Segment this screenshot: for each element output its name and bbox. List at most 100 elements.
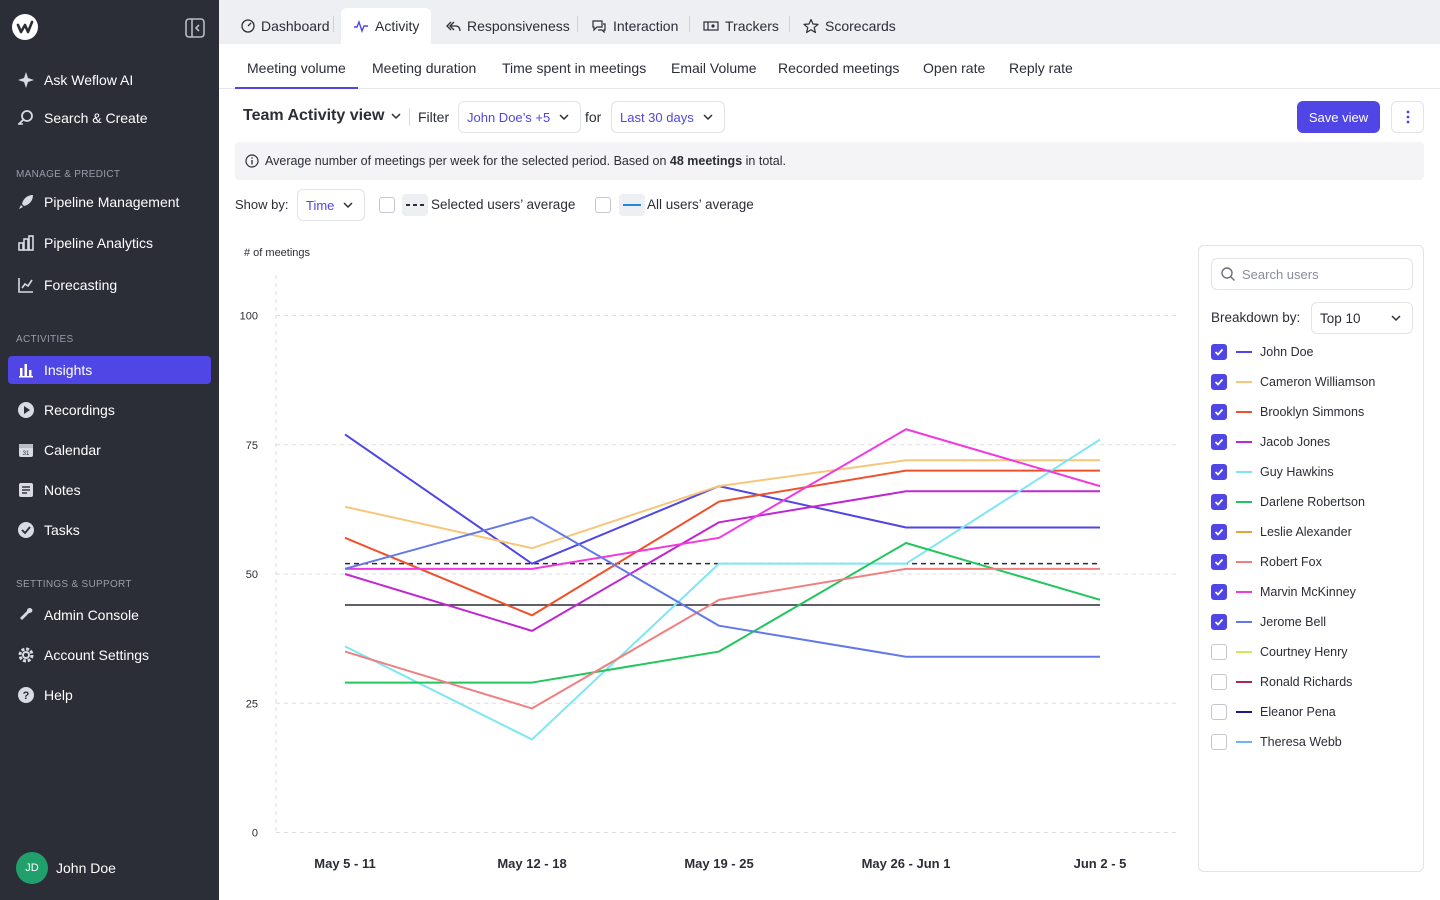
user-row[interactable]: Guy Hawkins bbox=[1211, 463, 1334, 481]
y-tick-label: 100 bbox=[240, 311, 258, 323]
search-users-box[interactable] bbox=[1211, 258, 1413, 290]
subtab-recorded-meetings[interactable]: Recorded meetings bbox=[778, 60, 900, 76]
trend-chart-icon bbox=[16, 275, 36, 295]
show-by-dropdown[interactable]: Time bbox=[297, 189, 366, 221]
user-row[interactable]: John Doe bbox=[1211, 343, 1314, 361]
user-checkbox[interactable] bbox=[1211, 644, 1227, 660]
user-checkbox[interactable] bbox=[1211, 524, 1227, 540]
insights-bars-icon bbox=[16, 360, 36, 380]
user-checkbox[interactable] bbox=[1211, 494, 1227, 510]
weflow-logo[interactable] bbox=[12, 14, 38, 40]
user-row[interactable]: Ronald Richards bbox=[1211, 673, 1352, 691]
sidebar-item-label: Calendar bbox=[44, 442, 101, 458]
user-row[interactable]: Marvin McKinney bbox=[1211, 583, 1356, 601]
user-row[interactable]: Eleanor Pena bbox=[1211, 703, 1336, 721]
series-line-guy-hawkins[interactable] bbox=[344, 438, 1101, 741]
user-name-label: Jerome Bell bbox=[1260, 615, 1326, 629]
user-row[interactable]: Robert Fox bbox=[1211, 553, 1322, 571]
series-color-swatch bbox=[1236, 591, 1252, 593]
wrench-icon bbox=[16, 605, 36, 625]
top-tab-bar: Dashboard Activity Responsiveness Intera… bbox=[219, 0, 1440, 44]
sidebar-item-help[interactable]: ? Help bbox=[8, 681, 211, 709]
user-checkbox[interactable] bbox=[1211, 434, 1227, 450]
sidebar-item-label: Tasks bbox=[44, 522, 80, 538]
tab-scorecards[interactable]: Scorecards bbox=[791, 8, 908, 44]
user-checkbox[interactable] bbox=[1211, 344, 1227, 360]
selected-average-checkbox[interactable] bbox=[379, 197, 395, 213]
selected-average-label: Selected users’ average bbox=[431, 197, 576, 212]
series-line-robert-fox[interactable] bbox=[344, 567, 1100, 710]
period-dropdown[interactable]: Last 30 days bbox=[611, 101, 725, 133]
user-checkbox[interactable] bbox=[1211, 584, 1227, 600]
user-checkbox[interactable] bbox=[1211, 674, 1227, 690]
user-checkbox[interactable] bbox=[1211, 464, 1227, 480]
dashed-line-key-icon bbox=[402, 194, 428, 216]
sidebar-item-account-settings[interactable]: Account Settings bbox=[8, 641, 211, 669]
sidebar-item-notes[interactable]: Notes bbox=[8, 476, 211, 504]
user-name-label: Darlene Robertson bbox=[1260, 495, 1365, 509]
sidebar-item-insights[interactable]: Insights bbox=[8, 356, 211, 384]
user-checkbox[interactable] bbox=[1211, 704, 1227, 720]
breakdown-dropdown[interactable]: Top 10 bbox=[1311, 302, 1413, 334]
users-breakdown-panel: Breakdown by: Top 10 John Doe Cameron Wil… bbox=[1198, 245, 1424, 872]
user-row[interactable]: Jacob Jones bbox=[1211, 433, 1330, 451]
tab-dashboard[interactable]: Dashboard bbox=[229, 8, 342, 44]
subtab-reply-rate[interactable]: Reply rate bbox=[1009, 60, 1073, 76]
sidebar-item-ask-ai[interactable]: Ask Weflow AI bbox=[8, 66, 211, 94]
user-checkbox[interactable] bbox=[1211, 404, 1227, 420]
view-selector[interactable]: Team Activity view bbox=[243, 107, 402, 125]
user-checkbox[interactable] bbox=[1211, 554, 1227, 570]
subtab-email-volume[interactable]: Email Volume bbox=[671, 60, 757, 76]
tab-interaction[interactable]: Interaction bbox=[579, 8, 690, 44]
user-row[interactable]: Theresa Webb bbox=[1211, 733, 1342, 751]
user-checkbox[interactable] bbox=[1211, 614, 1227, 630]
search-users-input[interactable] bbox=[1242, 266, 1412, 282]
x-tick-label: May 19 - 25 bbox=[684, 856, 753, 871]
sidebar-item-search-create[interactable]: Search & Create bbox=[8, 104, 211, 132]
user-name-label: Cameron Williamson bbox=[1260, 375, 1376, 389]
series-line-darlene-robertson[interactable] bbox=[345, 541, 1101, 684]
sidebar-item-pipeline-analytics[interactable]: Pipeline Analytics bbox=[8, 229, 211, 257]
series-line-jerome-bell[interactable] bbox=[344, 516, 1100, 658]
tab-responsiveness[interactable]: Responsiveness bbox=[433, 8, 582, 44]
subtab-open-rate[interactable]: Open rate bbox=[923, 60, 986, 76]
chevron-down-icon bbox=[702, 111, 714, 123]
tab-label: Activity bbox=[375, 18, 420, 34]
user-row[interactable]: Brooklyn Simmons bbox=[1211, 403, 1364, 421]
user-row[interactable]: Cameron Williamson bbox=[1211, 373, 1375, 391]
all-average-checkbox[interactable] bbox=[595, 197, 611, 213]
y-tick-label: 75 bbox=[246, 440, 258, 452]
tab-trackers[interactable]: Trackers bbox=[691, 8, 791, 44]
filter-label: Filter bbox=[418, 109, 450, 125]
tab-label: Responsiveness bbox=[467, 18, 570, 34]
user-checkbox[interactable] bbox=[1211, 734, 1227, 750]
series-line-jacob-jones[interactable] bbox=[344, 490, 1100, 632]
sidebar-item-pipeline-management[interactable]: Pipeline Management bbox=[8, 188, 211, 216]
sidebar-item-calendar[interactable]: 31 Calendar bbox=[8, 436, 211, 464]
dashboard-gauge-icon bbox=[241, 19, 255, 33]
series-color-swatch bbox=[1236, 501, 1252, 503]
more-options-button[interactable] bbox=[1391, 101, 1424, 133]
tab-activity[interactable]: Activity bbox=[341, 8, 432, 44]
sidebar-item-admin-console[interactable]: Admin Console bbox=[8, 601, 211, 629]
user-filter-dropdown[interactable]: John Doe’s +5 bbox=[458, 101, 582, 133]
series-line-brooklyn-simmons[interactable] bbox=[344, 469, 1100, 617]
user-row[interactable]: Darlene Robertson bbox=[1211, 493, 1365, 511]
user-row[interactable]: Leslie Alexander bbox=[1211, 523, 1352, 541]
sidebar-item-label: Notes bbox=[44, 482, 81, 498]
user-row[interactable]: Jerome Bell bbox=[1211, 613, 1326, 631]
subtab-time-spent[interactable]: Time spent in meetings bbox=[502, 60, 647, 76]
sidebar-item-recordings[interactable]: Recordings bbox=[8, 396, 211, 424]
sidebar-item-forecasting[interactable]: Forecasting bbox=[8, 271, 211, 299]
sidebar-item-tasks[interactable]: Tasks bbox=[8, 516, 211, 544]
subtab-meeting-volume[interactable]: Meeting volume bbox=[235, 60, 358, 89]
user-name-label: Leslie Alexander bbox=[1260, 525, 1352, 539]
user-row[interactable]: Courtney Henry bbox=[1211, 643, 1348, 661]
user-profile[interactable]: JD John Doe bbox=[16, 852, 116, 884]
series-line-marvin-mckinney[interactable] bbox=[345, 428, 1101, 570]
star-icon bbox=[803, 18, 819, 34]
collapse-sidebar-icon[interactable] bbox=[184, 17, 206, 39]
save-view-button[interactable]: Save view bbox=[1297, 101, 1380, 133]
user-checkbox[interactable] bbox=[1211, 374, 1227, 390]
subtab-meeting-duration[interactable]: Meeting duration bbox=[372, 60, 477, 76]
